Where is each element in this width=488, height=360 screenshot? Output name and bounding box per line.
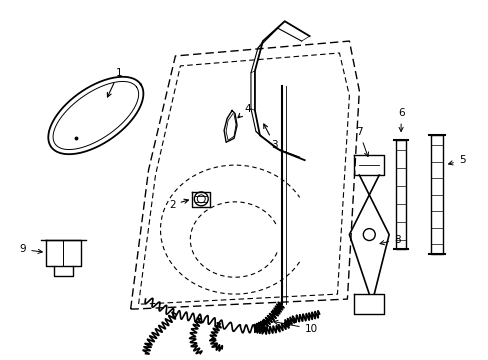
Text: 4: 4 — [238, 104, 251, 118]
Text: 6: 6 — [397, 108, 404, 131]
Text: 3: 3 — [263, 124, 278, 150]
Text: 8: 8 — [379, 234, 400, 245]
Text: 7: 7 — [355, 127, 368, 157]
Text: 9: 9 — [20, 244, 42, 255]
Text: 10: 10 — [273, 320, 317, 334]
Text: 5: 5 — [447, 155, 465, 165]
Text: 2: 2 — [169, 199, 188, 210]
Text: 1: 1 — [107, 68, 122, 97]
